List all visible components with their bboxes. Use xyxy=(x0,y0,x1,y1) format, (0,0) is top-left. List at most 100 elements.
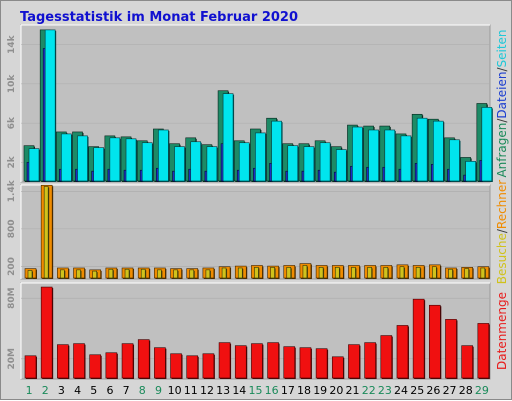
side-label-part-requests-2: Dateien xyxy=(495,72,509,119)
bar-requests-seiten-25 xyxy=(433,120,444,182)
bar-visits-besuche-27 xyxy=(464,268,469,279)
bar-visits-besuche-10 xyxy=(189,269,195,279)
x-tick-label-24: 24 xyxy=(394,384,408,397)
bar-requests-seiten-8 xyxy=(158,129,169,182)
x-tick-label-2: 2 xyxy=(42,384,49,397)
bar-visits-besuche-19 xyxy=(334,267,340,279)
y-tick-label-requests-1: 6k xyxy=(7,116,17,129)
x-tick-label-11: 11 xyxy=(184,384,198,397)
bar-volume-datenmenge-11 xyxy=(202,353,215,379)
x-tick-label-20: 20 xyxy=(329,384,343,397)
y-tick-label-requests-0: 2k xyxy=(7,155,17,168)
bar-volume-datenmenge-4 xyxy=(89,354,101,379)
bar-volume-datenmenge-0 xyxy=(24,355,37,379)
x-tick-label-22: 22 xyxy=(362,384,376,397)
bar-volume-datenmenge-22 xyxy=(380,335,393,379)
side-label-part-requests-1: / xyxy=(495,118,509,123)
bar-visits-besuche-0 xyxy=(27,270,33,279)
y-tick-label-requests-2: 10k xyxy=(7,74,17,94)
bar-requests-seiten-27 xyxy=(465,161,476,182)
bar-requests-seiten-22 xyxy=(384,129,396,182)
x-tick-label-27: 27 xyxy=(443,384,457,397)
bar-volume-datenmenge-12 xyxy=(218,342,231,379)
bar-visits-besuche-26 xyxy=(448,268,453,279)
bar-volume-datenmenge-15 xyxy=(267,342,279,379)
bar-requests-seiten-15 xyxy=(271,120,282,182)
bar-volume-datenmenge-20 xyxy=(348,344,360,379)
x-tick-label-19: 19 xyxy=(313,384,327,397)
bar-visits-besuche-22 xyxy=(383,267,389,279)
bar-requests-seiten-10 xyxy=(190,141,202,182)
bar-requests-seiten-6 xyxy=(125,138,137,182)
bar-visits-besuche-25 xyxy=(432,266,437,279)
bar-requests-seiten-14 xyxy=(255,132,266,182)
bar-visits-besuche-8 xyxy=(157,269,162,279)
x-tick-label-1: 1 xyxy=(26,384,33,397)
y-tick-label-visits-1: 800 xyxy=(7,219,17,238)
side-label-part-requests-4: Seiten xyxy=(495,29,509,67)
y-tick-label-visits-2: 1.4k xyxy=(7,179,17,202)
bar-visits-besuche-20 xyxy=(351,267,356,279)
bar-visits-besuche-15 xyxy=(270,267,275,279)
side-label-part-volume-0: Datenmenge xyxy=(495,292,509,370)
bar-volume-datenmenge-23 xyxy=(396,325,409,379)
bar-visits-besuche-24 xyxy=(415,267,421,279)
x-tick-label-5: 5 xyxy=(90,384,97,397)
chart-title: Tagesstatistik im Monat Februar 2020 xyxy=(20,10,298,25)
bar-volume-datenmenge-21 xyxy=(364,342,376,379)
y-tick-label-volume-0: 20M xyxy=(7,348,17,370)
bar-requests-seiten-11 xyxy=(206,146,218,182)
plot-area-visits xyxy=(20,184,491,280)
bar-visits-besuche-12 xyxy=(221,267,227,279)
bar-requests-seiten-24 xyxy=(416,117,428,182)
x-tick-label-17: 17 xyxy=(281,384,295,397)
x-tick-label-7: 7 xyxy=(123,384,130,397)
bar-requests-seiten-23 xyxy=(400,135,412,182)
side-label-requests: Anfragen/Dateien/Seiten xyxy=(495,29,509,177)
bar-visits-besuche-23 xyxy=(399,266,405,279)
x-tick-label-6: 6 xyxy=(106,384,113,397)
bar-volume-datenmenge-17 xyxy=(299,347,312,379)
side-label-part-requests-0: Anfragen xyxy=(495,123,509,178)
bar-volume-datenmenge-10 xyxy=(186,355,199,379)
x-tick-label-8: 8 xyxy=(139,384,146,397)
bar-requests-seiten-19 xyxy=(335,149,347,182)
x-tick-label-29: 29 xyxy=(475,384,489,397)
x-tick-label-15: 15 xyxy=(249,384,263,397)
bar-visits-besuche-14 xyxy=(254,267,259,279)
bar-volume-datenmenge-6 xyxy=(121,343,134,379)
x-tick-label-14: 14 xyxy=(232,384,246,397)
bar-visits-besuche-16 xyxy=(286,267,292,279)
bar-visits-besuche-17 xyxy=(302,265,308,279)
x-tick-label-9: 9 xyxy=(155,384,162,397)
bar-volume-datenmenge-1 xyxy=(40,286,53,379)
x-tick-label-23: 23 xyxy=(378,384,392,397)
x-tick-label-28: 28 xyxy=(459,384,473,397)
bar-requests-seiten-28 xyxy=(481,107,493,182)
bar-requests-seiten-17 xyxy=(303,146,315,182)
bar-visits-besuche-2 xyxy=(60,269,65,279)
bar-visits-besuche-11 xyxy=(205,269,211,279)
side-label-part-visits-0: Besuche xyxy=(495,233,509,284)
x-tick-label-4: 4 xyxy=(74,384,81,397)
bar-visits-besuche-9 xyxy=(173,269,178,279)
x-tick-label-3: 3 xyxy=(58,384,65,397)
bar-visits-besuche-3 xyxy=(76,269,81,279)
bar-volume-datenmenge-9 xyxy=(170,353,182,379)
bar-visits-besuche-28 xyxy=(480,267,486,279)
x-tick-label-13: 13 xyxy=(216,384,230,397)
bar-volume-datenmenge-8 xyxy=(154,347,166,379)
bar-requests-seiten-12 xyxy=(222,93,234,182)
bar-volume-datenmenge-2 xyxy=(57,344,69,379)
bar-volume-datenmenge-24 xyxy=(412,298,425,379)
side-label-part-requests-3: / xyxy=(495,67,509,72)
side-label-part-visits-2: Rechner xyxy=(495,180,509,229)
bar-requests-seiten-16 xyxy=(287,145,299,182)
y-tick-label-requests-3: 14k xyxy=(7,34,17,54)
bar-requests-seiten-0 xyxy=(28,148,40,182)
bar-requests-seiten-21 xyxy=(368,129,379,182)
x-tick-label-10: 10 xyxy=(168,384,182,397)
bar-requests-seiten-1 xyxy=(44,29,56,182)
side-label-volume: Datenmenge xyxy=(495,292,509,370)
